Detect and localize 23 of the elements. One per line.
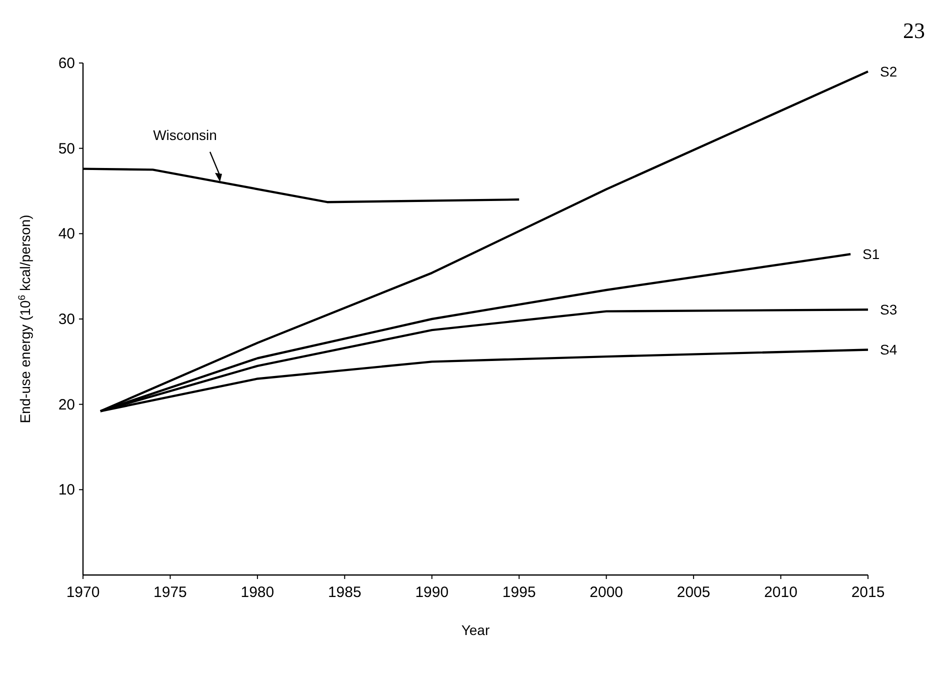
- x-tick-label: 2000: [590, 584, 624, 601]
- series-label: S1: [862, 246, 880, 262]
- x-tick-label: 2005: [676, 584, 710, 601]
- y-tick-label: 40: [58, 226, 75, 243]
- y-tick-label: 50: [58, 140, 75, 158]
- y-tick-label: 20: [58, 396, 75, 414]
- x-tick-label: 1980: [240, 584, 274, 601]
- x-tick-label: 1985: [328, 584, 362, 601]
- series-label: S4: [880, 342, 898, 358]
- series-label: S2: [880, 64, 898, 80]
- x-tick-label: 2010: [764, 584, 798, 601]
- y-tick-label: 60: [58, 55, 75, 72]
- text: 23: [903, 18, 925, 43]
- series-label: Wisconsin: [153, 126, 217, 143]
- x-axis-title: Year: [461, 622, 490, 638]
- x-tick-label: 2015: [851, 584, 885, 601]
- x-tick-label: 1975: [154, 584, 187, 601]
- x-tick-label: 1970: [66, 584, 100, 601]
- x-tick-label: 1995: [502, 584, 536, 601]
- series-label: S3: [880, 302, 898, 318]
- y-tick-label: 10: [58, 482, 75, 499]
- y-tick-label: 30: [58, 311, 75, 328]
- x-tick-label: 1990: [415, 584, 449, 601]
